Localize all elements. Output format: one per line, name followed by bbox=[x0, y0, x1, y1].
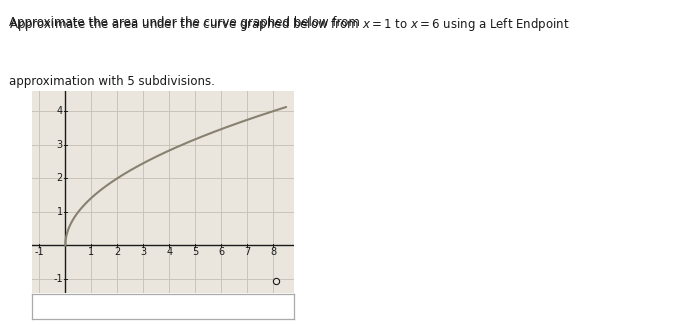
Text: 2: 2 bbox=[114, 248, 120, 257]
Text: Approximate the area under the curve graphed below from: Approximate the area under the curve gra… bbox=[9, 16, 364, 29]
Text: 6: 6 bbox=[218, 248, 224, 257]
Text: Approximate the area under the curve graphed below from $x = 1$ to $x = 6$ using: Approximate the area under the curve gra… bbox=[9, 16, 570, 33]
Text: 1: 1 bbox=[57, 207, 63, 217]
Text: -1: -1 bbox=[53, 274, 63, 284]
Text: 4: 4 bbox=[57, 106, 63, 116]
Text: 7: 7 bbox=[244, 248, 251, 257]
Text: 4: 4 bbox=[166, 248, 172, 257]
Text: 8: 8 bbox=[270, 248, 276, 257]
Text: 3: 3 bbox=[140, 248, 146, 257]
Text: 1: 1 bbox=[88, 248, 95, 257]
Text: approximation with 5 subdivisions.: approximation with 5 subdivisions. bbox=[9, 75, 215, 88]
Text: 5: 5 bbox=[192, 248, 198, 257]
Text: -1: -1 bbox=[34, 248, 44, 257]
Text: 3: 3 bbox=[57, 140, 63, 150]
Text: 2: 2 bbox=[57, 173, 63, 183]
